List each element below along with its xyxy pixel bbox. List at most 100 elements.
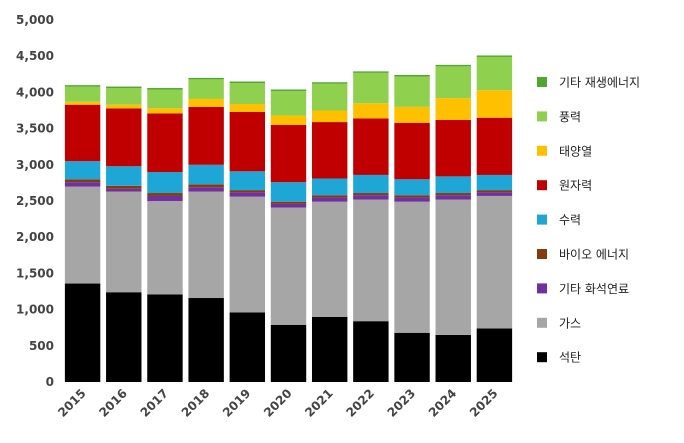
x-tick-label: 2025 <box>467 386 501 420</box>
bar-stack-2022 <box>353 71 389 382</box>
legend-label: 풍력 <box>559 110 581 124</box>
bar-segment <box>64 86 101 102</box>
legend-label: 원자력 <box>559 179 592 193</box>
bar-stack-2025 <box>476 55 513 382</box>
bar-segment <box>311 110 348 123</box>
bar-segment <box>106 108 142 167</box>
x-tick-label: 2023 <box>385 386 419 420</box>
x-tick-label: 2017 <box>138 386 172 420</box>
bar-segment <box>188 106 224 165</box>
bar-segment <box>270 90 307 116</box>
bar-segment <box>353 199 389 322</box>
x-tick-label: 2018 <box>179 386 213 420</box>
x-tick-label: 2024 <box>426 386 460 420</box>
bar-segment <box>476 56 513 91</box>
bar-segment <box>394 201 430 333</box>
bar-segment <box>147 201 183 295</box>
bar-segment <box>394 76 430 107</box>
bar-segment <box>353 72 389 104</box>
bar-stack-2020 <box>270 89 307 382</box>
bar-segment <box>311 82 348 84</box>
y-tick-label: 1,000 <box>16 303 54 317</box>
legend-label: 석탄 <box>559 351 581 365</box>
bar-segment <box>188 298 224 382</box>
bar-segment <box>64 283 101 382</box>
bar-segment <box>394 197 430 202</box>
bar-segment <box>64 104 101 162</box>
legend-label: 바이오 에너지 <box>559 248 629 262</box>
x-tick-label: 2021 <box>302 386 336 420</box>
bar-segment <box>435 195 471 200</box>
x-tick-label: 2022 <box>343 386 377 420</box>
legend-swatch <box>537 180 547 191</box>
legend-swatch <box>537 352 547 363</box>
bar-segment <box>476 190 513 193</box>
bar-segment <box>270 324 307 382</box>
bar-segment <box>229 196 266 313</box>
y-tick-label: 2,000 <box>16 230 54 244</box>
bar-segment <box>311 83 348 111</box>
bar-stack-2016 <box>106 86 142 382</box>
bar-segment <box>147 172 183 194</box>
bar-segment <box>476 117 513 175</box>
bar-stack-2015 <box>64 85 101 382</box>
bar-segment <box>394 75 430 77</box>
bar-segment <box>106 185 142 189</box>
bar-segment <box>353 174 389 194</box>
bar-segment <box>270 89 307 91</box>
bar-segment <box>476 195 513 329</box>
bar-segment <box>394 195 430 198</box>
y-tick-label: 500 <box>29 339 54 353</box>
bar-segment <box>147 294 183 382</box>
bar-segment <box>229 103 266 112</box>
bar-segment <box>147 113 183 173</box>
bar-segment <box>311 197 348 202</box>
bar-stack-2023 <box>394 75 430 382</box>
bar-segment <box>106 166 142 186</box>
legend-label: 태양열 <box>559 144 592 158</box>
bar-segment <box>64 101 101 105</box>
bar-segment <box>270 124 307 183</box>
bar-segment <box>229 190 266 193</box>
bar-segment <box>147 88 183 90</box>
bar-segment <box>188 79 224 99</box>
bar-segment <box>476 328 513 382</box>
bar-segment <box>188 191 224 299</box>
x-tick-label: 2016 <box>96 386 130 420</box>
bar-segment <box>188 184 224 188</box>
bar-segment <box>106 188 142 192</box>
bar-segment <box>270 203 307 208</box>
y-tick-label: 2,500 <box>16 194 54 208</box>
bar-segment <box>353 103 389 119</box>
bar-segment <box>188 164 224 185</box>
bar-segment <box>64 85 101 87</box>
bar-segment <box>64 186 101 284</box>
y-tick-label: 1,500 <box>16 266 54 280</box>
bar-segment <box>311 316 348 382</box>
bar-segment <box>229 192 266 197</box>
bar-segment <box>435 66 471 99</box>
legend-swatch <box>537 283 547 294</box>
bar-segment <box>435 334 471 382</box>
legend-label: 수력 <box>559 213 581 227</box>
bar-segment <box>394 179 430 196</box>
bar-segment <box>229 82 266 104</box>
y-tick-label: 3,000 <box>16 158 54 172</box>
x-tick-label: 2019 <box>220 386 254 420</box>
bar-segment <box>435 176 471 194</box>
bar-segment <box>476 90 513 118</box>
legend-swatch <box>537 111 547 122</box>
legend-swatch <box>537 249 547 259</box>
bar-stack-2021 <box>311 82 348 382</box>
bar-segment <box>353 118 389 175</box>
bar-segment <box>435 199 471 335</box>
bar-segment <box>476 174 513 191</box>
bar-segment <box>64 182 101 187</box>
bar-segment <box>394 332 430 382</box>
bar-segment <box>353 321 389 382</box>
bar-segment <box>106 191 142 293</box>
bar-segment <box>311 201 348 317</box>
legend-label: 가스 <box>559 316 581 330</box>
